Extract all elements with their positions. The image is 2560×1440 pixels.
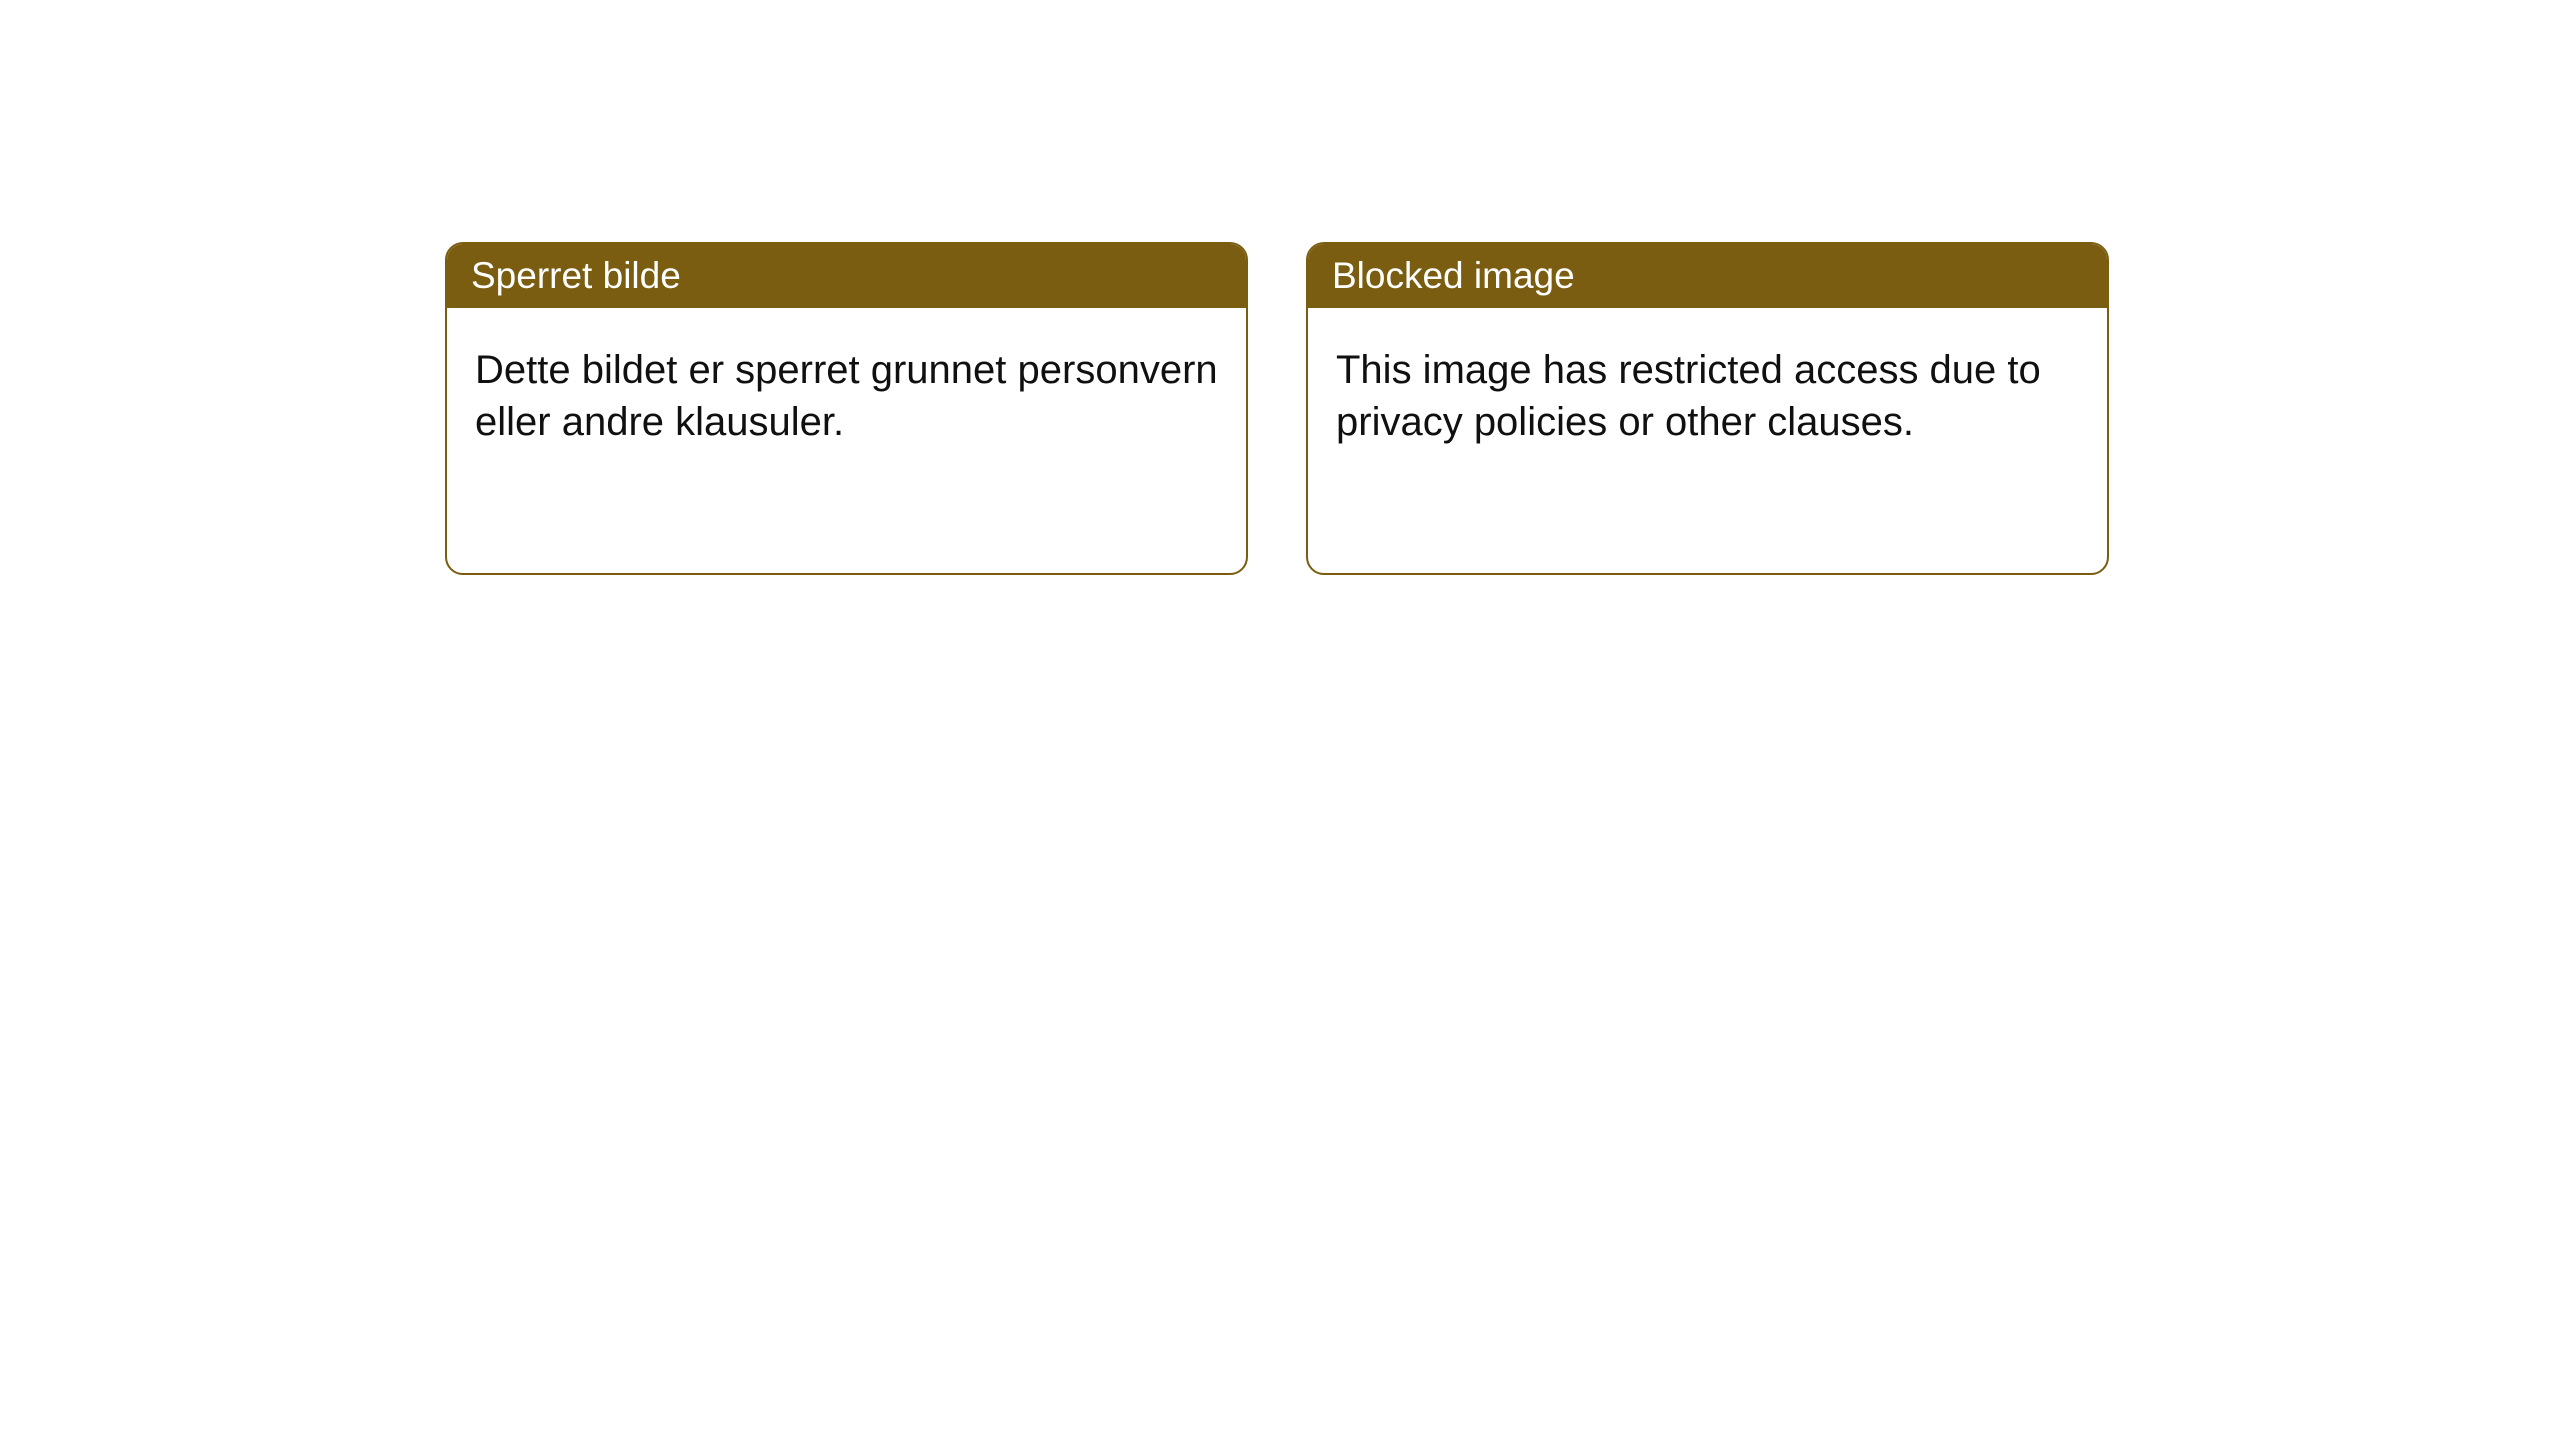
notice-title-english: Blocked image — [1308, 244, 2107, 308]
notice-message-norwegian: Dette bildet er sperret grunnet personve… — [447, 308, 1246, 484]
notice-box-english: Blocked image This image has restricted … — [1306, 242, 2109, 575]
notice-message-english: This image has restricted access due to … — [1308, 308, 2107, 484]
notice-box-norwegian: Sperret bilde Dette bildet er sperret gr… — [445, 242, 1248, 575]
notice-title-norwegian: Sperret bilde — [447, 244, 1246, 308]
notice-container: Sperret bilde Dette bildet er sperret gr… — [445, 242, 2109, 575]
